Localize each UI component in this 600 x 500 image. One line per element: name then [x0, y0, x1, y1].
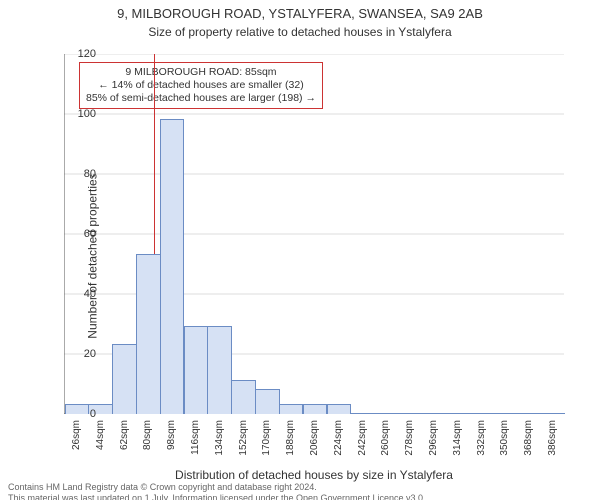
bar [517, 413, 542, 414]
bar [541, 413, 566, 414]
y-tick: 20 [66, 348, 96, 360]
y-tick: 40 [66, 288, 96, 300]
x-tick: 188sqm [285, 420, 296, 456]
chart-subtitle: Size of property relative to detached ho… [0, 25, 600, 39]
x-tick: 260sqm [380, 420, 391, 456]
x-tick: 152sqm [238, 420, 249, 456]
x-tick: 62sqm [119, 420, 130, 450]
annotation-line-2: ← 14% of detached houses are smaller (32… [86, 79, 316, 92]
y-tick: 60 [66, 228, 96, 240]
x-tick: 368sqm [523, 420, 534, 456]
footer-line-1: Contains HM Land Registry data © Crown c… [8, 482, 426, 493]
y-tick: 0 [66, 408, 96, 420]
bar [327, 404, 352, 414]
x-tick: 134sqm [214, 420, 225, 456]
x-tick: 44sqm [95, 420, 106, 450]
bar [469, 413, 494, 414]
x-tick: 224sqm [333, 420, 344, 456]
x-tick: 350sqm [499, 420, 510, 456]
chart-title: 9, MILBOROUGH ROAD, YSTALYFERA, SWANSEA,… [0, 6, 600, 23]
y-tick: 100 [66, 108, 96, 120]
y-tick: 120 [66, 48, 96, 60]
bar [374, 413, 399, 414]
annotation-line-3: 85% of semi-detached houses are larger (… [86, 92, 316, 105]
x-tick: 116sqm [190, 420, 201, 455]
bar [422, 413, 447, 414]
bar [493, 413, 518, 414]
footer: Contains HM Land Registry data © Crown c… [8, 482, 426, 500]
bar [446, 413, 471, 414]
x-tick: 80sqm [142, 420, 153, 450]
x-tick: 314sqm [452, 420, 463, 456]
y-tick: 80 [66, 168, 96, 180]
x-tick: 332sqm [476, 420, 487, 456]
bar [350, 413, 375, 414]
bar [160, 119, 185, 414]
x-tick: 386sqm [547, 420, 558, 456]
bar [136, 254, 161, 414]
x-tick: 296sqm [428, 420, 439, 456]
bar [303, 404, 328, 414]
plot-area: 9 MILBOROUGH ROAD: 85sqm ← 14% of detach… [64, 54, 564, 414]
x-tick: 26sqm [71, 420, 82, 450]
bar [184, 326, 209, 414]
annotation-line-1: 9 MILBOROUGH ROAD: 85sqm [86, 66, 316, 79]
bar [207, 326, 232, 414]
bar [398, 413, 423, 414]
x-tick: 206sqm [309, 420, 320, 456]
x-tick: 170sqm [261, 420, 272, 456]
bar [112, 344, 137, 414]
footer-line-2: This material was last updated on 1 July… [8, 493, 426, 500]
x-tick: 98sqm [166, 420, 177, 450]
chart-container: { "title": "9, MILBOROUGH ROAD, YSTALYFE… [0, 6, 600, 500]
bar [279, 404, 304, 414]
annotation-box: 9 MILBOROUGH ROAD: 85sqm ← 14% of detach… [79, 62, 323, 109]
bar [231, 380, 256, 414]
bar [255, 389, 280, 414]
x-axis-label: Distribution of detached houses by size … [64, 468, 564, 482]
x-tick: 278sqm [404, 420, 415, 456]
x-tick: 242sqm [357, 420, 368, 456]
